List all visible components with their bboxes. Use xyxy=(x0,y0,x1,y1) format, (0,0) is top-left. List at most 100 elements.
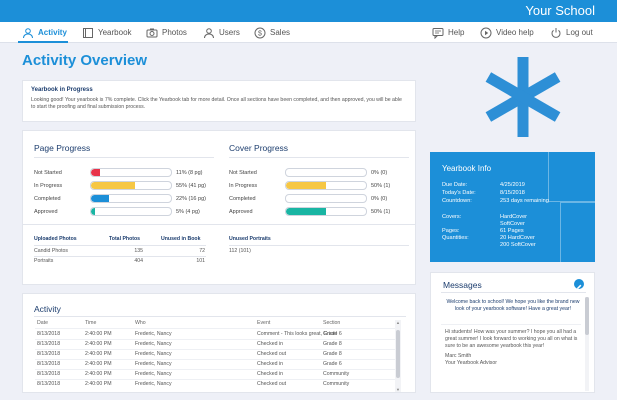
activity-time: 2:40:00 PM xyxy=(85,371,112,377)
table-divider xyxy=(35,339,397,340)
message-author: Marc Smith xyxy=(445,353,472,359)
info-value: 61 Pages xyxy=(500,228,524,234)
activity-who: Frederic, Nancy xyxy=(135,361,172,367)
column-header-event[interactable]: Event xyxy=(257,320,271,326)
school-name: Your School xyxy=(525,3,595,18)
progress-fill xyxy=(286,182,326,189)
progress-label: In Progress xyxy=(229,183,258,189)
tab-users[interactable]: Users xyxy=(203,22,240,43)
progress-value: 22% (16 pg) xyxy=(176,196,206,202)
activity-time: 2:40:00 PM xyxy=(85,361,112,367)
tab-activity-label: Activity xyxy=(38,28,67,37)
banner-text: Looking good! Your yearbook is 7% comple… xyxy=(31,97,402,111)
tab-sales-label: Sales xyxy=(270,28,291,37)
main-nav: Activity Yearbook Photos Users $ Sales H… xyxy=(0,22,617,43)
progress-divider xyxy=(23,224,415,225)
scrollbar-thumb[interactable] xyxy=(585,297,589,335)
table-divider xyxy=(35,359,397,360)
info-label: Due Date: xyxy=(442,182,468,188)
activity-date: 8/13/2018 xyxy=(37,371,61,377)
progress-value: 0% (0) xyxy=(371,196,388,202)
chat-help-icon xyxy=(432,27,444,39)
log-out-link[interactable]: Log out xyxy=(550,22,593,43)
progress-bar xyxy=(90,207,172,216)
activity-card: Activity Date Time Who Event Section 8/1… xyxy=(22,293,416,393)
column-header-section[interactable]: Section xyxy=(323,320,341,326)
page-progress-title: Page Progress xyxy=(34,143,91,153)
unused-portraits-header: Unused Portraits xyxy=(229,236,271,242)
column-header-date[interactable]: Date xyxy=(37,320,48,326)
progress-bar xyxy=(90,168,172,177)
tab-sales[interactable]: $ Sales xyxy=(254,22,290,43)
info-value: HardCover xyxy=(500,214,528,220)
tab-photos[interactable]: Photos xyxy=(146,22,187,43)
progress-fill xyxy=(91,182,135,189)
progress-card: Page Progress Cover Progress Not Started… xyxy=(22,130,416,285)
progress-value: 0% (0) xyxy=(371,170,388,176)
activity-who: Frederic, Nancy xyxy=(135,381,172,387)
stats-underline xyxy=(34,256,206,257)
activity-event: Checked out xyxy=(257,351,287,357)
progress-bar xyxy=(285,181,367,190)
log-out-label: Log out xyxy=(566,28,593,37)
progress-bar xyxy=(285,168,367,177)
progress-fill xyxy=(286,208,326,215)
message-author-role: Your Yearbook Advisor xyxy=(445,360,498,366)
unused-in-book-header: Unused in Book xyxy=(161,236,201,242)
scroll-down-icon[interactable]: ▼ xyxy=(396,387,400,392)
info-label: Countdown: xyxy=(442,198,472,204)
uploaded-photos-header: Uploaded Photos xyxy=(34,236,77,242)
message-item: Welcome back to school! We hope you like… xyxy=(446,299,580,313)
activity-title: Activity xyxy=(34,304,61,314)
activity-who: Frederic, Nancy xyxy=(135,341,172,347)
progress-value: 50% (1) xyxy=(371,183,391,189)
info-label: Today's Date: xyxy=(442,190,476,196)
stats-row-unused: 72 xyxy=(199,248,205,254)
column-header-who[interactable]: Who xyxy=(135,320,146,326)
power-icon xyxy=(551,27,561,38)
messages-card: Messages Welcome back to school! We hope… xyxy=(430,272,595,393)
progress-fill xyxy=(91,169,100,176)
progress-value: 50% (1) xyxy=(371,209,391,215)
info-value: 253 days remaining xyxy=(500,198,549,204)
pencil-icon xyxy=(577,284,582,289)
column-header-time[interactable]: Time xyxy=(85,320,97,326)
activity-table[interactable]: Date Time Who Event Section 8/13/2018 2:… xyxy=(35,320,407,392)
scroll-up-icon[interactable]: ▲ xyxy=(396,320,400,325)
table-divider xyxy=(35,328,397,329)
play-icon xyxy=(480,27,492,38)
activity-event: Checked in xyxy=(257,341,283,347)
compose-message-button[interactable] xyxy=(574,279,584,289)
stats-row-total: 404 xyxy=(134,258,143,264)
activity-date: 8/13/2018 xyxy=(37,381,61,387)
cover-progress-title: Cover Progress xyxy=(229,143,289,153)
tab-yearbook[interactable]: Yearbook xyxy=(82,22,132,43)
activity-date: 8/13/2018 xyxy=(37,361,61,367)
unused-portraits-value: 112 (101) xyxy=(229,248,251,254)
info-value: 4/25/2019 xyxy=(500,182,525,188)
activity-date: 8/13/2018 xyxy=(37,341,61,347)
dollar-icon: $ xyxy=(254,27,266,38)
activity-scrollbar[interactable]: ▲ ▼ xyxy=(395,320,401,392)
message-item: Hi students! How was your summer? I hope… xyxy=(445,329,578,350)
table-divider xyxy=(35,379,397,380)
message-divider xyxy=(441,324,581,325)
help-link[interactable]: Help xyxy=(432,22,464,43)
message-list[interactable]: Welcome back to school! We hope you like… xyxy=(441,297,589,391)
table-divider xyxy=(35,369,397,370)
info-value: SoftCover xyxy=(500,221,525,227)
cover-progress-underline xyxy=(229,157,409,158)
info-label: Quantities: xyxy=(442,235,469,241)
activity-section: Grade 6 xyxy=(323,331,342,337)
progress-label: Approved xyxy=(229,209,253,215)
video-help-label: Video help xyxy=(496,28,534,37)
stats-row-total: 135 xyxy=(134,248,143,254)
tab-activity[interactable]: Activity xyxy=(22,22,67,43)
stats-row-label: Portraits xyxy=(34,258,54,264)
messages-scrollbar[interactable] xyxy=(585,297,589,391)
page-title: Activity Overview xyxy=(22,52,148,69)
stats-row-unused: 101 xyxy=(196,258,205,264)
video-help-link[interactable]: Video help xyxy=(480,22,534,43)
messages-title: Messages xyxy=(443,280,482,290)
scrollbar-thumb[interactable] xyxy=(396,330,400,378)
